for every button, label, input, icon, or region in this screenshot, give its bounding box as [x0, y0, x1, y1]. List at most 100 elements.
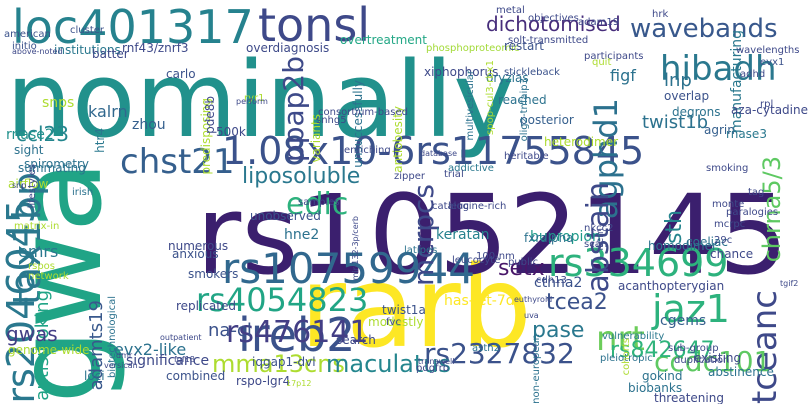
word-hne2: hne2 [284, 227, 320, 243]
word-rnase3: rnase3 [726, 127, 767, 141]
word-ctnna2: ctnna2 [534, 275, 583, 291]
word-zipper: zipper [394, 171, 425, 182]
word-1-08x10-6rs11755845: 1.08x10-6rs11755845 [222, 129, 645, 173]
word-reached: reached [498, 93, 547, 107]
word-participants: participants [584, 51, 644, 62]
word-spirometry: spirometry [24, 157, 90, 171]
word-perform: perform [236, 97, 268, 106]
word-acanthopterygian: acanthopterygian [618, 279, 725, 293]
word-existing: existing [694, 351, 742, 365]
word-pdgfrb: pdgfrb [416, 363, 450, 374]
word-rs10759944: rs10759944 [222, 244, 475, 293]
word-100-nm: 100-nm [476, 251, 515, 262]
word-rs2327832: rs2327832 [424, 337, 575, 370]
word-29c: 29c [714, 235, 733, 246]
word-ireb2: ireb2 [238, 308, 356, 362]
word-oryzias: oryzias [486, 71, 529, 85]
word-abstinence: abstinence [708, 365, 774, 379]
word-pase: pase [532, 318, 585, 343]
word-gwas: gwas [6, 322, 58, 346]
word-initio: initio [12, 41, 37, 52]
word-modestly: modestly [368, 315, 424, 329]
word-heritable: heritable [504, 151, 549, 162]
word-rs4054823: rs4054823 [196, 281, 369, 319]
word-ccdc101: ccdc101 [654, 345, 772, 378]
word-pde8b: pde8b [203, 96, 217, 134]
word-snhg5: snhg5 [316, 115, 347, 126]
word-rs1052145: rs1052145 [196, 171, 789, 299]
word-lifestyles: lifestyles [27, 164, 38, 209]
word-rs334699: rs334699 [548, 241, 729, 285]
word-rspo-lgr4: rspo-lgr4 [236, 374, 291, 388]
word-figf: figf [610, 66, 636, 85]
word-smokers: smokers [188, 267, 239, 281]
word-genome-wide: genome-wide [8, 343, 90, 357]
word-american: american [4, 29, 51, 40]
word-na-cl: na-cl [208, 320, 252, 341]
word-lnp: lnp [664, 70, 692, 91]
word-overlap: overlap [664, 89, 710, 103]
word-objectives: objectives [528, 13, 579, 24]
word-spop-cul3-rbx1: spop-cul3-rbx1 [485, 60, 496, 135]
word-pleiotropic: pleiotropic [600, 353, 653, 364]
word-17p12: 17p12 [286, 379, 312, 388]
word-mir-132-3p-cerb: mir-132-3p/cerb [351, 216, 360, 281]
word-nrt: nrt [596, 319, 645, 359]
word-cluster: cluster [70, 25, 105, 36]
word-overdiagnosis: overdiagnosis [246, 41, 330, 55]
word-anxious: anxious [172, 247, 219, 261]
word-network: network [28, 271, 69, 282]
word-rs476141: rs476141 [226, 315, 369, 350]
word-nkcc2: nkcc2 [584, 223, 614, 234]
word-database: database [420, 149, 458, 158]
word-significance: significance [126, 353, 210, 369]
word-evx2-like: evx2-like [114, 340, 187, 359]
word-summating: summating [18, 161, 86, 175]
word-euthyroid: euthyroid [514, 295, 553, 304]
word-coeliac: coeliac [686, 235, 728, 249]
word-stickleback: stickleback [504, 67, 560, 78]
word-irish: irish [72, 187, 94, 198]
word-rnf43-znrf3: rnf43/znrf3 [122, 41, 189, 55]
word-rs842647: rs842647 [610, 338, 715, 363]
word-hrk: hrk [652, 9, 669, 20]
word-phosphoproteomic: phosphoproteomic [426, 43, 520, 54]
word-consortium-based: consortium-based [318, 107, 408, 118]
word-twist1b: twist1b [642, 112, 709, 133]
word-iqgap1-dvl: iqgap1-dvl [252, 355, 316, 369]
word-smoking: smoking [706, 163, 749, 174]
word-transwell: transwell [418, 357, 455, 366]
word-snps: snps [42, 95, 75, 111]
word-addictive: addictive [448, 163, 494, 174]
word-leucine-rich: leucine-rich [448, 201, 507, 212]
word-enriching: enriching [344, 145, 391, 156]
word-versican: versican [104, 361, 138, 370]
word-500k: 500k [216, 125, 246, 139]
word-trial: trial [444, 169, 464, 180]
word-edic: edic [286, 187, 349, 222]
word-combined: combined [166, 369, 226, 383]
word-posterior: posterior [520, 113, 574, 127]
word-rpl: rpl [760, 99, 774, 110]
word-dichotomised: dichotomised [486, 12, 621, 36]
word-fvc: fvc [386, 317, 401, 328]
word-monte: monte [712, 199, 745, 210]
word-zhou: zhou [132, 117, 166, 133]
word-fxralpha: fxralpha [524, 231, 574, 245]
word-setx: setx [498, 256, 545, 281]
word-xiphophorus: xiphophorus [424, 65, 499, 79]
word-multivesicular: multivesicular [465, 70, 476, 141]
word-uva: uva [524, 311, 539, 320]
word-unobserved: unobserved [250, 209, 321, 223]
word-tgif2: tgif2 [780, 279, 799, 288]
word-duplication: duplication [674, 355, 730, 366]
word-jaz1: jaz1 [652, 287, 730, 331]
word-sub-group: sub-group [668, 343, 719, 354]
word-chst21: chst21 [120, 142, 235, 182]
word-scan: scan [584, 239, 608, 250]
word-agrin: agrin [704, 123, 735, 137]
word-mcrpc: mcrpc [714, 219, 746, 230]
word-homodimer: homodimer [648, 239, 717, 253]
word-olig2-tnfaip3: olig2-tnfaip3 [519, 78, 530, 142]
word-threatening: threatening [654, 391, 724, 404]
